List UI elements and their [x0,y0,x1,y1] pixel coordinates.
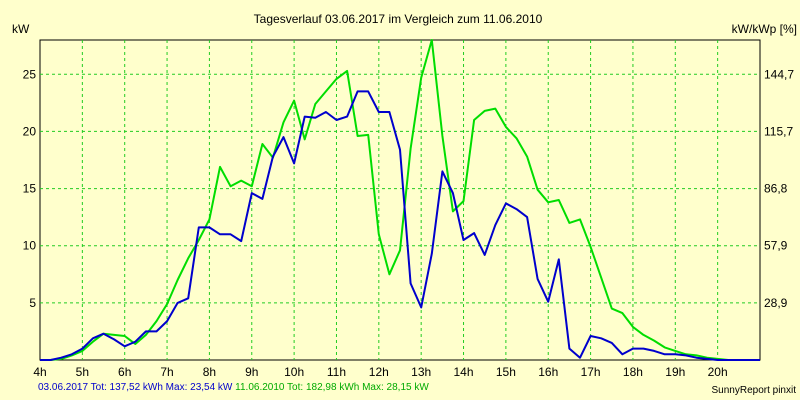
y-tick-label: 15 [23,182,37,196]
x-tick-label: 9h [245,365,258,379]
footer-blue-summary: 03.06.2017 Tot: 137,52 kWh Max: 23,54 kW [38,382,233,393]
x-tick-label: 12h [369,365,389,379]
series-line-11-06-2010 [40,39,760,361]
footer-green-summary: 11.06.2010 Tot: 182,98 kWh Max: 28,15 kW [235,382,429,393]
x-axis: 4h 5h 6h 7h 8h 9h 10h 11h 12h 13h 14h 15h 16h 17h 18h 1… [33,365,727,379]
y-right-tick-label: 28,9 [764,296,788,310]
x-tick-label: 18h [623,365,643,379]
x-tick-label: 7h [160,365,173,379]
x-tick-label: 4h [33,365,46,379]
x-tick-label: 15h [496,365,516,379]
series-line-03-06-2017 [40,90,760,361]
y-tick-label: 10 [23,239,37,253]
y-tick-label: 20 [23,124,37,138]
grid [40,40,760,360]
series [40,39,760,361]
x-tick-label: 19h [665,365,685,379]
credit-text: SunnyReport pinxit [711,385,797,396]
x-tick-label: 13h [411,365,431,379]
y-right-tick-label: 115,7 [764,124,793,138]
y-tick-label: 5 [29,296,36,310]
x-tick-label: 11h [327,365,346,379]
y-right-tick-label: 144,7 [764,67,794,81]
x-tick-label: 6h [118,365,131,379]
y-right-tick-label: 57,9 [764,239,788,253]
right-axis-unit: kW/kWp [%] [732,22,797,36]
y-right-tick-label: 86,8 [764,182,788,196]
left-axis-unit: kW [12,22,30,36]
x-tick-label: 10h [284,365,304,379]
x-tick-label: 17h [581,365,601,379]
x-tick-label: 20h [708,365,728,379]
x-tick-label: 8h [203,365,216,379]
x-tick-label: 14h [454,365,474,379]
footer-summary: 03.06.2017 Tot: 137,52 kWh Max: 23,54 kW… [38,382,429,393]
plot-area [39,39,761,361]
chart-title: Tagesverlauf 03.06.2017 im Vergleich zum… [254,12,543,26]
y-tick-label: 25 [23,67,37,81]
right-y-axis: 28,9 57,9 86,8 115,7 144,7 [764,67,794,310]
x-tick-label: 16h [538,365,558,379]
x-tick-label: 5h [76,365,89,379]
left-y-axis: 5 10 15 20 25 [23,67,37,310]
